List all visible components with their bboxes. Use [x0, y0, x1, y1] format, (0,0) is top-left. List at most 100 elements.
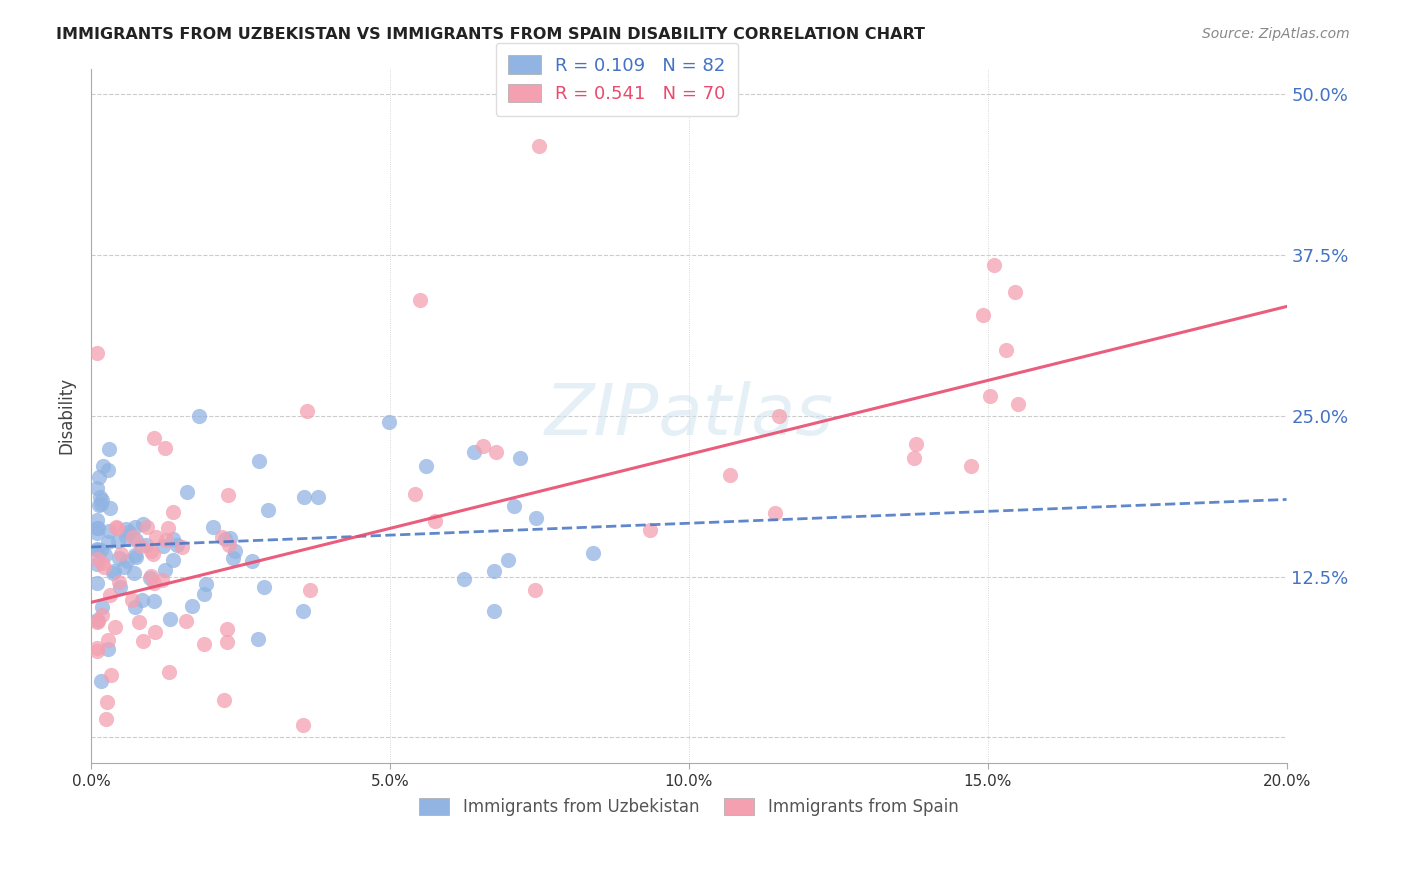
Point: [240, 554, 263, 568]
Point: [291, 717, 314, 731]
Point: [503, 499, 526, 513]
Point: [110, 581, 132, 595]
Point: [108, 551, 131, 566]
Point: [219, 531, 242, 545]
Point: [212, 692, 235, 706]
Point: [484, 604, 506, 618]
Point: [155, 533, 177, 547]
Point: [142, 547, 165, 561]
Point: [125, 549, 148, 564]
Point: [193, 586, 215, 600]
Point: [307, 491, 329, 505]
Point: [103, 564, 125, 578]
Point: [97, 534, 120, 549]
Point: [202, 519, 225, 533]
Point: [124, 548, 146, 562]
Point: [582, 546, 605, 560]
Point: [718, 467, 741, 482]
Text: IMMIGRANTS FROM UZBEKISTAN VS IMMIGRANTS FROM SPAIN DISABILITY CORRELATION CHART: IMMIGRANTS FROM UZBEKISTAN VS IMMIGRANTS…: [56, 27, 925, 42]
Y-axis label: Disability: Disability: [58, 377, 75, 454]
Point: [194, 576, 217, 591]
Point: [98, 500, 121, 515]
Point: [524, 510, 547, 524]
Point: [162, 553, 184, 567]
Point: [104, 620, 127, 634]
Point: [107, 574, 129, 589]
Point: [90, 674, 112, 689]
Point: [463, 445, 485, 459]
Point: [157, 665, 180, 679]
Point: [295, 404, 318, 418]
Point: [90, 543, 112, 558]
Point: [124, 519, 146, 533]
Point: [904, 437, 927, 451]
Point: [131, 592, 153, 607]
Point: [159, 612, 181, 626]
Point: [96, 712, 118, 726]
Point: [96, 695, 118, 709]
Point: [153, 441, 176, 455]
Point: [100, 667, 122, 681]
Point: [110, 547, 132, 561]
Point: [257, 503, 280, 517]
Point: [496, 552, 519, 566]
Point: [86, 575, 108, 590]
Point: [298, 583, 321, 598]
Point: [222, 551, 245, 566]
Point: [132, 517, 155, 532]
Point: [91, 458, 114, 473]
Point: [121, 592, 143, 607]
Point: [187, 409, 209, 423]
Point: [153, 563, 176, 577]
Point: [972, 308, 994, 322]
Point: [90, 492, 112, 507]
Point: [181, 599, 204, 614]
Legend: Immigrants from Uzbekistan, Immigrants from Spain: Immigrants from Uzbekistan, Immigrants f…: [411, 789, 967, 824]
Point: [86, 513, 108, 527]
Point: [131, 633, 153, 648]
Point: [115, 530, 138, 544]
Point: [86, 481, 108, 495]
Point: [139, 568, 162, 582]
Point: [89, 470, 111, 484]
Point: [174, 615, 197, 629]
Point: [150, 573, 173, 587]
Point: [529, 138, 551, 153]
Point: [1004, 285, 1026, 300]
Point: [247, 632, 270, 646]
Point: [152, 539, 174, 553]
Point: [423, 514, 446, 528]
Point: [98, 442, 121, 457]
Point: [86, 521, 108, 535]
Point: [86, 541, 108, 556]
Point: [193, 637, 215, 651]
Point: [139, 571, 162, 585]
Point: [86, 552, 108, 566]
Point: [995, 343, 1018, 357]
Point: [143, 625, 166, 640]
Point: [86, 615, 108, 630]
Point: [131, 539, 153, 553]
Point: [485, 445, 508, 459]
Point: [217, 635, 239, 649]
Point: [94, 548, 117, 562]
Point: [143, 594, 166, 608]
Point: [142, 575, 165, 590]
Point: [471, 439, 494, 453]
Point: [768, 409, 790, 423]
Point: [86, 640, 108, 655]
Point: [86, 346, 108, 360]
Point: [292, 490, 315, 504]
Point: [166, 539, 188, 553]
Point: [86, 558, 108, 572]
Point: [97, 641, 120, 656]
Point: [87, 521, 110, 535]
Point: [145, 530, 167, 544]
Point: [105, 521, 128, 535]
Point: [156, 521, 179, 535]
Point: [135, 520, 157, 534]
Point: [128, 615, 150, 629]
Point: [86, 614, 108, 628]
Point: [404, 486, 426, 500]
Point: [139, 544, 162, 558]
